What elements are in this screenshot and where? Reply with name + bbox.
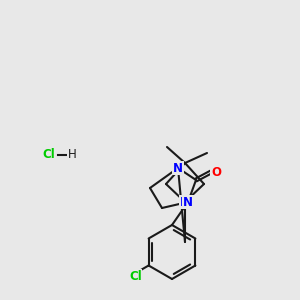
Text: N: N [180,196,190,208]
Text: N: N [173,161,183,175]
Text: O: O [211,166,221,178]
Text: Cl: Cl [43,148,56,161]
Text: H: H [68,148,76,161]
Text: N: N [183,196,193,208]
Text: Cl: Cl [129,270,142,283]
